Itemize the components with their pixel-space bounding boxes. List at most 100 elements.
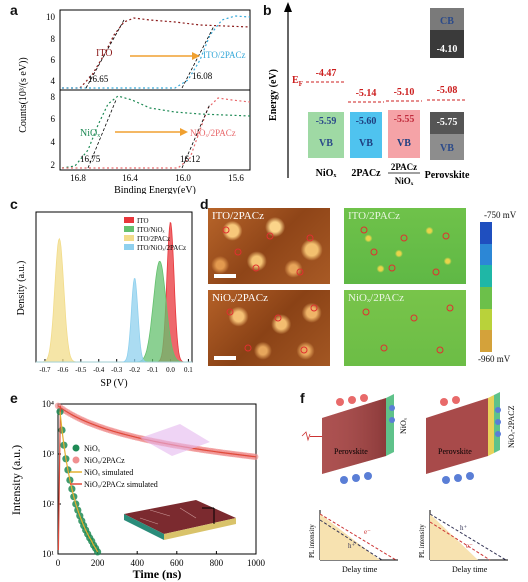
density-curve-4 <box>36 277 192 363</box>
2pacz-niox-vb-block <box>388 110 420 158</box>
niox-2pacz-cutoff-value: 16.12 <box>180 154 200 164</box>
legend-niox-2pacz: NiOₓ/2PACz <box>84 456 125 465</box>
panel-f-schematic: Perovskite NiOₓ Perovskite NiOₓ-2PACZ PL… <box>301 392 516 574</box>
legend-ito-niox: ITO/NiOₓ <box>137 226 166 234</box>
ito-cutoff-value: 16.65 <box>88 74 109 84</box>
panel-c-legend: ITO ITO/NiOₓ ITO/2PACz ITO/NiOₓ/2PACz <box>124 217 186 252</box>
niox-name: NiOₓ <box>316 168 337 179</box>
panel-c-xtick: -0.6 <box>57 366 69 374</box>
panel-label-f: f <box>300 390 305 406</box>
device-niox: Perovskite NiOₓ <box>301 394 408 484</box>
panel-a-ylabel: Counts(10³/(s eV)) <box>18 57 29 133</box>
device-niox-2pacz: Perovskite NiOₓ-2PACZ <box>426 392 516 484</box>
hole-label-left: h⁺ <box>348 542 356 550</box>
panel-c-xtick: -0.1 <box>147 366 159 374</box>
legend-niox: NiOₓ <box>84 444 101 453</box>
panel-c-xtick: -0.2 <box>129 366 141 374</box>
niox-vb-block <box>308 112 344 158</box>
panel-a-xtick: 16.4 <box>122 173 138 183</box>
pl-xlabel-right: Delay time <box>452 565 488 574</box>
2pacz-vb-block <box>350 112 382 158</box>
panel-e-xlabel: Time (ns) <box>133 567 182 581</box>
pl-ylabel-right: PL intensity <box>418 524 426 558</box>
kpfm-ito-2pacz-label: ITO/2PACz <box>348 210 400 222</box>
niox-label: NiOₓ <box>80 128 100 139</box>
scale-bar <box>214 274 236 278</box>
kpfm-niox-2pacz-label: NiOₓ/2PACz <box>348 292 404 304</box>
panel-label-d: d <box>200 196 209 212</box>
panel-a-ytick: 8 <box>51 34 56 44</box>
panel-e-ytick: 10³ <box>42 449 54 459</box>
panel-a-xtick: 16.8 <box>70 173 86 183</box>
niox-simulated-line <box>59 411 99 553</box>
niox-cutoff-value: 16.75 <box>80 154 101 164</box>
hole-label-right: h⁺ <box>460 524 468 532</box>
pl-plot-right: PL intensity Delay time h⁺ e⁻ <box>418 510 508 574</box>
panel-b-ylabel: Energy (eV) <box>268 69 279 121</box>
panel-label-e: e <box>10 390 18 406</box>
panel-c-xtick: -0.7 <box>39 366 51 374</box>
panel-e-xtick: 0 <box>56 558 61 568</box>
panel-e-legend: NiOₓ NiOₓ/2PACz NiOₓ simulated NiOₓ/2PAC… <box>70 444 158 489</box>
panel-e-xtick: 1000 <box>247 558 266 568</box>
legend-ito-2pacz: ITO/2PACz <box>137 235 170 243</box>
panel-a-xtick: 16.0 <box>175 173 191 183</box>
niox-vb-value: -5.59 <box>316 116 337 127</box>
perovskite-name: Perovskite <box>425 170 470 181</box>
2pacz-vb-label: VB <box>359 138 373 149</box>
2pacz-niox-ef-value: -5.10 <box>394 87 415 98</box>
panel-c-xtick: -0.3 <box>111 366 123 374</box>
panel-e-xtick: 800 <box>210 558 224 568</box>
perovskite-ef-value: -5.08 <box>437 85 458 96</box>
2pacz-name: 2PACz <box>351 168 381 179</box>
panel-c-xtick: -0.4 <box>93 366 105 374</box>
panel-label-a: a <box>10 2 18 18</box>
panel-c-xlabel: SP (V) <box>100 378 127 389</box>
panel-c-xtick: 0.1 <box>184 366 193 374</box>
scale-top-label: -750 mV <box>484 210 517 220</box>
kpfm-niox-2pacz-image: NiOₓ/2PACz <box>344 290 466 366</box>
panel-a-xlabel: Binding Energy(eV) <box>114 185 196 194</box>
panel-d-circles <box>222 226 454 354</box>
device-inset-illustration <box>124 424 236 540</box>
panel-a-xtick: 15.6 <box>228 173 244 183</box>
legend-niox-2pacz-sim: NiOₓ/2PACz simulated <box>84 480 158 489</box>
panel-a-ytick: 10 <box>46 12 56 22</box>
pl-plot-left: PL intensity Delay time e⁻ h⁺ <box>308 510 398 574</box>
panel-label-b: b <box>263 2 272 18</box>
electron-label-right: e⁻ <box>466 542 473 550</box>
afm-niox-2pacz-label: NiOₓ/2PACz <box>212 292 268 304</box>
panel-a-ytick: 8 <box>51 92 56 102</box>
2pacz-ef-value: -5.14 <box>356 88 377 99</box>
ito-curve <box>62 17 251 89</box>
kpfm-ito-2pacz-image: ITO/2PACz <box>344 208 466 284</box>
panel-a-ups-chart: Counts(10³/(s eV)) 10 8 6 4 8 6 4 2 16.8… <box>18 9 251 194</box>
perovskite-vb-label: VB <box>440 143 454 154</box>
ito-2pacz-label: ITO/2PACz <box>203 50 246 60</box>
perovskite-label-right: Perovskite <box>438 447 472 456</box>
panel-e-ytick: 10⁴ <box>42 399 54 409</box>
panel-b-energy-diagram: Energy (eV) EF -4.47 -5.59 VB NiOₓ -5.14… <box>268 2 470 186</box>
niox-point <box>94 548 102 556</box>
niox-ef-value: -4.47 <box>316 68 337 79</box>
legend-ito-niox-2pacz: ITO/NiOₓ/2PACz <box>137 244 186 252</box>
afm-niox-2pacz-image: NiOₓ/2PACz <box>208 290 330 366</box>
panel-e-xtick: 400 <box>130 558 144 568</box>
pl-xlabel-left: Delay time <box>342 565 378 574</box>
electron-label-left: e⁻ <box>364 528 371 536</box>
perovskite-cb-value: -4.10 <box>437 44 458 55</box>
pl-ylabel-left: PL intensity <box>308 524 316 558</box>
scale-bottom-label: -960 mV <box>478 354 511 364</box>
panel-c-ylabel: Density (a.u.) <box>16 261 27 316</box>
panel-a-ytick: 6 <box>51 55 56 65</box>
panel-a-ytick: 2 <box>51 160 56 170</box>
2pacz-vb-value: -5.60 <box>356 116 377 127</box>
panel-c-xtick: 0.0 <box>166 366 175 374</box>
2pacz-niox-name-bottom: NiOₓ <box>395 176 414 186</box>
niox-2pacz-curve <box>62 97 251 169</box>
niox-2pacz-label: NiOₓ/2PACz <box>190 128 236 138</box>
ito-label: ITO <box>96 48 112 59</box>
panel-e-ytick: 10² <box>42 499 54 509</box>
panel-e-ylabel: Intensity (a.u.) <box>9 445 23 515</box>
panel-label-c: c <box>10 196 18 212</box>
